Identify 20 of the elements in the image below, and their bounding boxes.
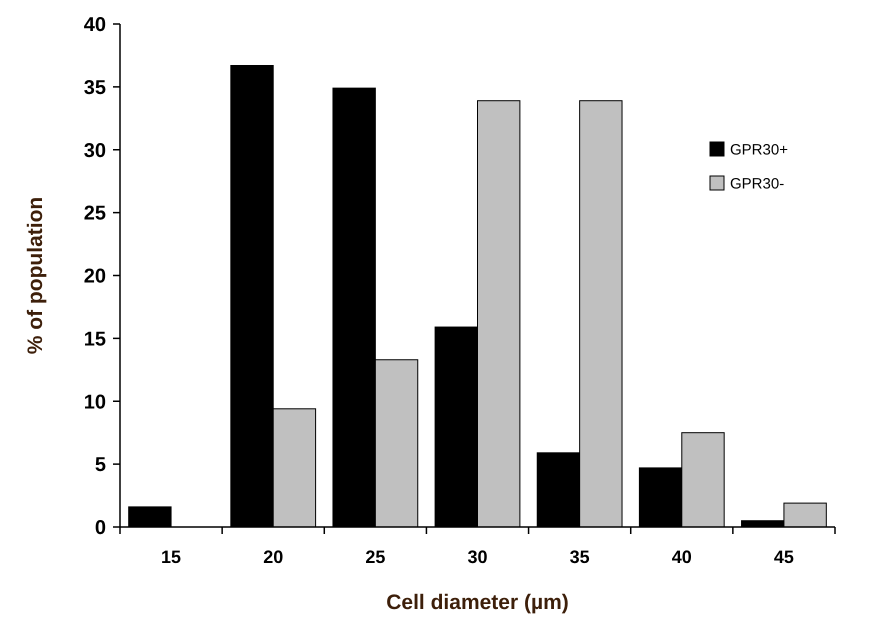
x-tick-label: 45 bbox=[774, 547, 794, 567]
x-axis-title: Cell diameter (µm) bbox=[386, 591, 569, 614]
legend-label: GPR30- bbox=[730, 175, 784, 192]
x-tick-label: 35 bbox=[570, 547, 590, 567]
y-axis-title: % of population bbox=[24, 196, 47, 354]
x-tick-label: 30 bbox=[467, 547, 488, 567]
y-tick-label: 20 bbox=[84, 266, 106, 288]
x-tick-label: 20 bbox=[263, 547, 284, 567]
y-tick-label: 30 bbox=[84, 140, 106, 162]
y-tick-label: 40 bbox=[84, 14, 106, 36]
y-tick-label: 25 bbox=[84, 202, 106, 225]
x-tick-label: 40 bbox=[672, 547, 692, 567]
y-tick-label: 15 bbox=[84, 328, 106, 350]
x-tick-label: 15 bbox=[161, 547, 182, 567]
x-tick-label: 25 bbox=[365, 547, 386, 567]
y-tick-label: 10 bbox=[84, 391, 106, 414]
y-tick-label: 5 bbox=[94, 454, 106, 476]
y-tick-label: 0 bbox=[94, 517, 106, 539]
legend-label: GPR30+ bbox=[730, 141, 788, 158]
y-tick-label: 35 bbox=[84, 76, 106, 99]
